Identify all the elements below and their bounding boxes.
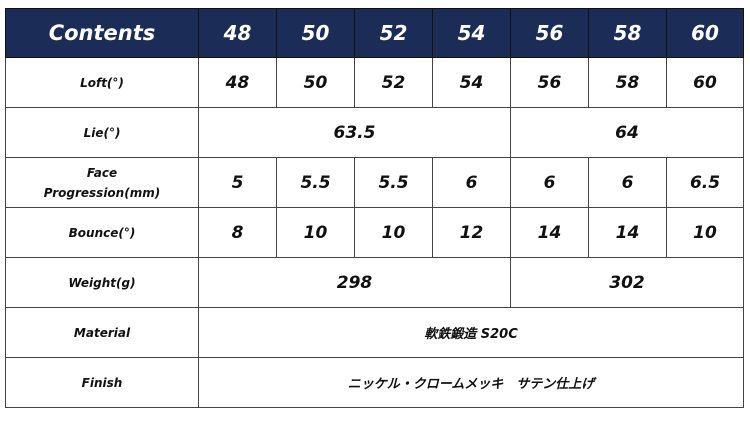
cell: 48 bbox=[198, 57, 277, 108]
row-label: Loft(°) bbox=[5, 57, 199, 108]
cell: 5 bbox=[198, 157, 277, 208]
cell: 14 bbox=[588, 207, 667, 258]
row-bounce: Bounce(°) 8 10 10 12 14 14 10 bbox=[5, 207, 744, 258]
cell: 50 bbox=[276, 57, 355, 108]
row-finish: Finish ニッケル・クロームメッキ サテン仕上げ bbox=[5, 357, 744, 408]
cell: 56 bbox=[510, 57, 589, 108]
header-col: 54 bbox=[432, 8, 511, 58]
row-label: Weight(g) bbox=[5, 257, 199, 308]
header-col: 52 bbox=[354, 8, 433, 58]
cell: 5.5 bbox=[276, 157, 355, 208]
cell: 12 bbox=[432, 207, 511, 258]
cell: 10 bbox=[276, 207, 355, 258]
row-label: Finish bbox=[5, 357, 199, 408]
cell: 8 bbox=[198, 207, 277, 258]
header-col: 48 bbox=[198, 8, 277, 58]
row-lie: Lie(°) 63.5 64 bbox=[5, 107, 744, 158]
header-col: 50 bbox=[276, 8, 355, 58]
row-label: Lie(°) bbox=[5, 107, 199, 158]
cell: 298 bbox=[198, 257, 511, 308]
spec-table: Contents 48 50 52 54 56 58 60 Loft(°) 48… bbox=[5, 8, 744, 408]
cell: 302 bbox=[510, 257, 744, 308]
header-col: 56 bbox=[510, 8, 589, 58]
cell: 52 bbox=[354, 57, 433, 108]
cell: 6.5 bbox=[666, 157, 744, 208]
cell: ニッケル・クロームメッキ サテン仕上げ bbox=[198, 357, 744, 408]
row-label-line: Face bbox=[86, 165, 118, 180]
row-label: Face Progression(mm) bbox=[5, 157, 199, 208]
cell: 6 bbox=[510, 157, 589, 208]
row-label: Material bbox=[5, 307, 199, 358]
cell: 10 bbox=[354, 207, 433, 258]
header-col: 58 bbox=[588, 8, 667, 58]
header-col: 60 bbox=[666, 8, 744, 58]
cell: 63.5 bbox=[198, 107, 511, 158]
cell: 64 bbox=[510, 107, 744, 158]
row-loft: Loft(°) 48 50 52 54 56 58 60 bbox=[5, 57, 744, 108]
row-material: Material 軟鉄鍛造 S20C bbox=[5, 307, 744, 358]
row-label-line: Progression(mm) bbox=[43, 185, 161, 200]
row-face-progression: Face Progression(mm) 5 5.5 5.5 6 6 6 6.5 bbox=[5, 157, 744, 208]
cell: 60 bbox=[666, 57, 744, 108]
cell: 14 bbox=[510, 207, 589, 258]
cell: 54 bbox=[432, 57, 511, 108]
header-contents: Contents bbox=[5, 8, 199, 58]
row-weight: Weight(g) 298 302 bbox=[5, 257, 744, 308]
cell: 10 bbox=[666, 207, 744, 258]
cell: 6 bbox=[432, 157, 511, 208]
row-label: Bounce(°) bbox=[5, 207, 199, 258]
cell: 58 bbox=[588, 57, 667, 108]
cell: 6 bbox=[588, 157, 667, 208]
cell: 5.5 bbox=[354, 157, 433, 208]
cell: 軟鉄鍛造 S20C bbox=[198, 307, 744, 358]
header-row: Contents 48 50 52 54 56 58 60 bbox=[5, 8, 744, 58]
